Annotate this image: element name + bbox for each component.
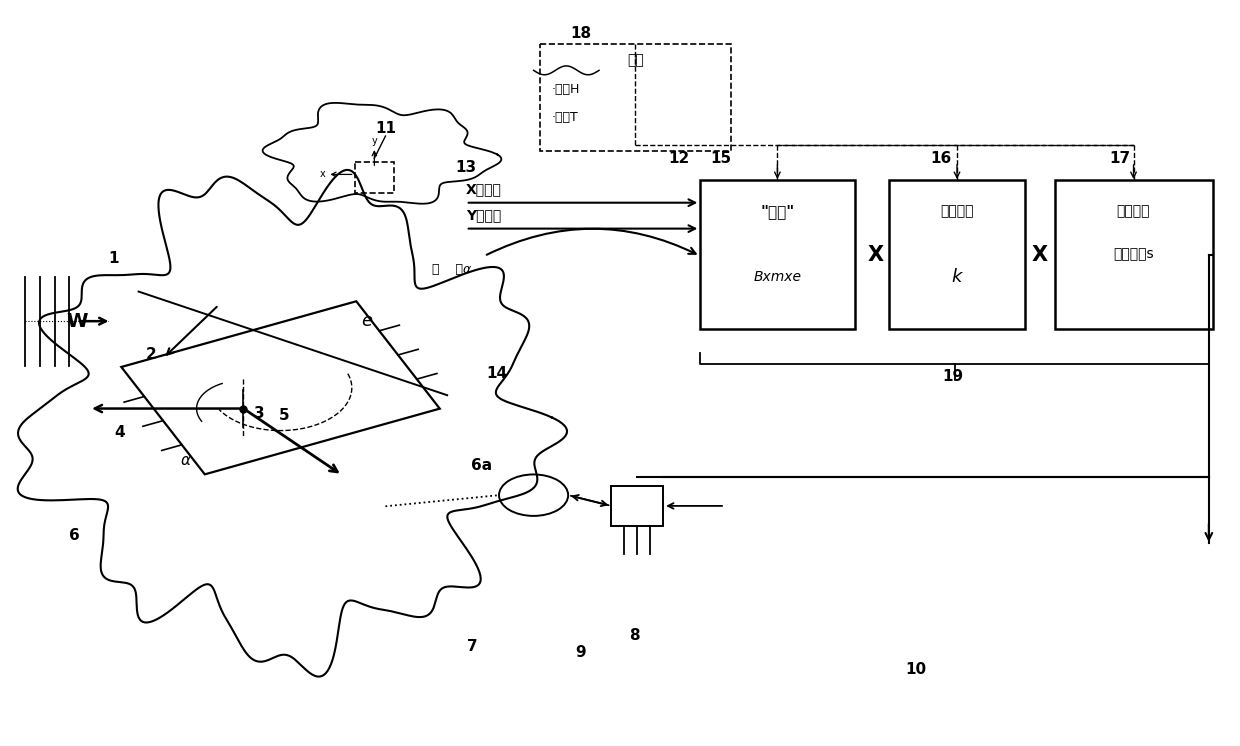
Text: 9: 9: [575, 645, 585, 660]
Text: α: α: [181, 453, 191, 468]
Text: 18: 18: [570, 26, 591, 41]
Text: X: X: [868, 245, 884, 265]
Text: 2: 2: [145, 347, 156, 362]
Text: X: X: [1032, 245, 1048, 265]
Text: X加速度: X加速度: [466, 182, 501, 196]
Text: 3: 3: [254, 407, 265, 421]
Text: Bxmxe: Bxmxe: [754, 270, 801, 283]
Bar: [355, 162, 394, 193]
Text: 11: 11: [374, 121, 396, 137]
Text: 5: 5: [279, 409, 290, 424]
Text: e: e: [361, 312, 372, 330]
Text: 1: 1: [109, 251, 119, 266]
Text: y: y: [372, 137, 377, 146]
Text: 度的因数s: 度的因数s: [1114, 248, 1154, 262]
Text: 12: 12: [668, 151, 689, 166]
Text: 13: 13: [455, 160, 476, 175]
Text: 8: 8: [630, 628, 640, 643]
Text: 10: 10: [905, 662, 926, 677]
Bar: [1054, 181, 1213, 328]
Text: Y加速度: Y加速度: [466, 208, 501, 222]
Text: 14: 14: [486, 366, 507, 380]
Text: 17: 17: [1110, 151, 1131, 166]
Text: 7: 7: [466, 639, 477, 654]
Text: x: x: [320, 169, 325, 179]
Text: W: W: [66, 312, 88, 330]
Bar: [539, 43, 732, 151]
Bar: [611, 486, 663, 526]
Text: 19: 19: [942, 369, 963, 384]
Text: ·周期T: ·周期T: [552, 111, 579, 124]
Text: 位    置α: 位 置α: [433, 263, 471, 276]
Bar: [701, 181, 854, 328]
Text: k: k: [952, 268, 962, 286]
Bar: [889, 181, 1025, 328]
Text: 15: 15: [711, 151, 732, 166]
Text: "基线": "基线": [760, 204, 795, 219]
Text: 波候: 波候: [627, 53, 644, 67]
Text: 4: 4: [115, 424, 125, 439]
Text: ·高度H: ·高度H: [552, 83, 580, 96]
Text: 16: 16: [930, 151, 951, 166]
Text: 控制因数: 控制因数: [940, 204, 973, 219]
Text: 6: 6: [69, 528, 79, 543]
Text: 6a: 6a: [471, 458, 492, 473]
Text: 取决于速: 取决于速: [1117, 204, 1151, 219]
